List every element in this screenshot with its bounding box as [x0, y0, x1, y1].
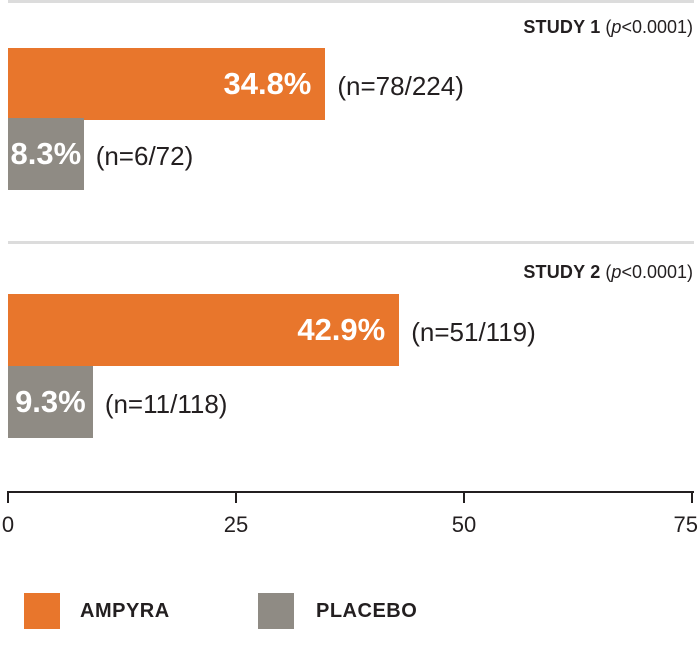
- n-label-study-1-placebo: (n=6/72): [95, 141, 194, 171]
- x-tick-label: 0: [1, 512, 15, 537]
- x-tick-75: [691, 491, 693, 503]
- bar-study-2-placebo: 9.3%: [8, 366, 93, 438]
- legend-swatch-ampyra: [24, 593, 60, 629]
- bar-value-label: 34.8%: [223, 66, 312, 101]
- bar-study-1-ampyra: 34.8%: [8, 48, 326, 120]
- legend-label-ampyra: AMPYRA: [80, 600, 170, 622]
- x-tick-50: [463, 491, 465, 503]
- study-1-title: STUDY 1 (p<0.0001): [523, 17, 693, 37]
- x-axis-line: [8, 491, 694, 493]
- bar-study-1-placebo: 8.3%: [8, 118, 84, 190]
- study-divider: [8, 241, 694, 244]
- x-tick-0: [7, 491, 9, 503]
- x-tick-label: 25: [223, 512, 249, 537]
- x-tick-25: [235, 491, 237, 503]
- study-1-name: STUDY 1: [523, 17, 601, 37]
- bar-value-label: 42.9%: [297, 312, 386, 347]
- study-1-p-value: <0.0001): [621, 17, 693, 37]
- study-2-p-italic: p: [611, 262, 622, 282]
- n-label-study-2-placebo: (n=11/118): [104, 389, 228, 419]
- top-divider: [8, 0, 694, 3]
- study-2-p-value: <0.0001): [621, 262, 693, 282]
- legend-label-placebo: PLACEBO: [316, 600, 418, 622]
- x-tick-label: 75: [673, 512, 698, 537]
- legend-swatch-placebo: [258, 593, 294, 629]
- study-2-name: STUDY 2: [523, 262, 601, 282]
- x-tick-label: 50: [451, 512, 477, 537]
- study-1-p-italic: p: [611, 17, 622, 37]
- bar-value-label: 8.3%: [10, 136, 82, 171]
- bar-value-label: 9.3%: [15, 384, 86, 419]
- n-label-study-2-ampyra: (n=51/119): [411, 317, 536, 347]
- bar-study-2-ampyra: 42.9%: [8, 294, 400, 366]
- study-2-title: STUDY 2 (p<0.0001): [523, 262, 693, 282]
- n-label-study-1-ampyra: (n=78/224): [337, 71, 464, 101]
